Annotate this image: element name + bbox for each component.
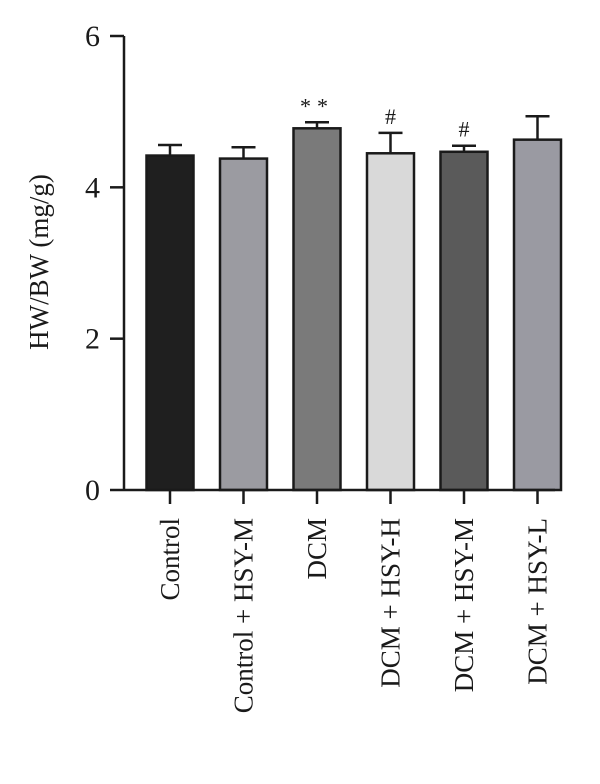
bars: ** # # <box>145 93 563 492</box>
bar <box>145 154 195 492</box>
bar <box>512 138 563 492</box>
x-tick-label: DCM <box>302 518 332 580</box>
x-tick-label: DCM + HSY-M <box>449 518 479 692</box>
y-tick-label: 6 <box>85 20 100 53</box>
significance-label: # <box>459 117 470 142</box>
bar <box>292 127 342 492</box>
y-tick-label: 0 <box>85 474 100 507</box>
bar <box>365 152 416 492</box>
x-axis: Control Control + HSY-M DCM DCM + HSY-H DCM … <box>124 488 555 713</box>
y-tick-label: 2 <box>85 323 100 356</box>
bar <box>439 150 489 492</box>
bar <box>218 157 269 492</box>
x-tick-label: DCM + HSY-L <box>523 518 553 685</box>
y-axis: 0 2 4 6 <box>85 20 126 507</box>
significance-label: ** <box>300 93 334 118</box>
significance-label: # <box>385 104 396 129</box>
x-tick-label: Control + HSY-M <box>229 518 259 713</box>
x-tick-label: DCM + HSY-H <box>376 518 406 688</box>
y-axis-title: HW/BW (mg/g) <box>24 174 54 350</box>
x-tick-label: Control <box>155 518 185 601</box>
y-tick-label: 4 <box>85 171 100 204</box>
